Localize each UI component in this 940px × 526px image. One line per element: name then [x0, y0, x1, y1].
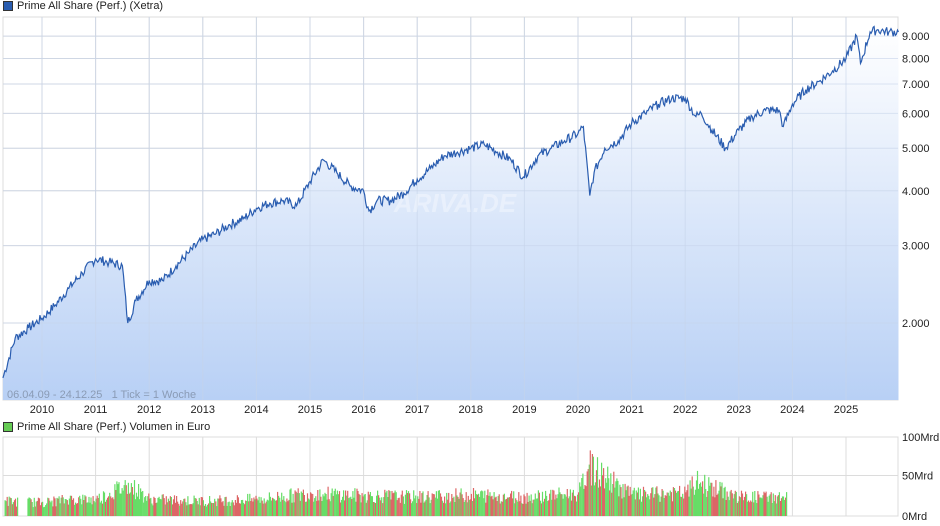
x-tick-label: 2019 [512, 404, 536, 416]
watermark: ARIVA.DE [393, 188, 517, 218]
volume-y-axis-labels: 100Mrd 50Mrd 0Mrd [902, 432, 939, 523]
x-tick-label: 2012 [137, 404, 161, 416]
main-legend-label: Prime All Share (Perf.) (Xetra) [17, 0, 164, 12]
y-tick-label: 7.000 [902, 79, 930, 91]
x-tick-label: 2011 [84, 404, 108, 416]
date-range-info: 06.04.09 - 24.12.25 1 Tick = 1 Woche [7, 389, 196, 401]
series-swatch-icon [3, 1, 13, 11]
price-line[interactable] [2, 25, 900, 379]
y-tick-label: 4.000 [902, 186, 930, 198]
x-tick-label: 2016 [351, 404, 375, 416]
volume-y-tick-label: 100Mrd [902, 432, 939, 444]
x-tick-label: 2015 [298, 404, 322, 416]
volume-y-tick-label: 0Mrd [902, 511, 927, 523]
price-area-fill [2, 26, 899, 400]
x-tick-label: 2010 [30, 404, 54, 416]
volume-chart-legend: Prime All Share (Perf.) Volumen in Euro [3, 421, 210, 433]
x-tick-label: 2021 [619, 404, 643, 416]
x-tick-label: 2020 [566, 404, 590, 416]
y-axis-labels: 9.000 8.000 7.000 6.000 5.000 4.000 3.000 2.000 [902, 31, 930, 330]
x-tick-label: 2014 [244, 404, 268, 416]
y-tick-label: 9.000 [902, 31, 930, 43]
y-tick-label: 5.000 [902, 143, 930, 155]
x-tick-label: 2024 [780, 404, 804, 416]
x-tick-label: 2013 [191, 404, 215, 416]
y-tick-label: 3.000 [902, 241, 930, 253]
x-tick-label: 2022 [673, 404, 697, 416]
x-tick-label: 2025 [834, 404, 858, 416]
y-tick-label: 8.000 [902, 54, 930, 66]
volume-swatch-icon [3, 422, 13, 432]
main-chart-legend: Prime All Share (Perf.) (Xetra) [3, 0, 163, 12]
y-tick-label: 2.000 [902, 318, 930, 330]
x-tick-label: 2017 [405, 404, 429, 416]
x-tick-label: 2023 [727, 404, 751, 416]
volume-y-tick-label: 50Mrd [902, 471, 933, 483]
volume-legend-label: Prime All Share (Perf.) Volumen in Euro [17, 421, 211, 433]
volume-bars[interactable] [4, 450, 788, 517]
x-tick-label: 2018 [459, 404, 483, 416]
x-axis-labels: 2010 2011 2012 2013 2014 2015 2016 2017 2018 2019… [30, 404, 858, 416]
y-tick-label: 6.000 [902, 108, 930, 120]
